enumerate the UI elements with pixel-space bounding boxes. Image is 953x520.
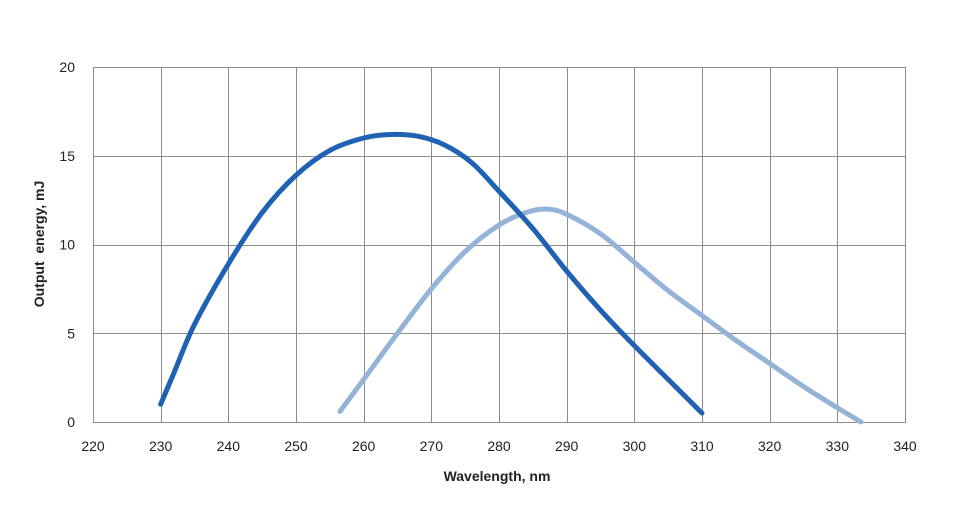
x-tick-label: 320: [758, 438, 782, 454]
y-tick-label: 5: [67, 325, 75, 341]
y-tick-label: 10: [59, 237, 75, 253]
x-tick-label: 220: [81, 438, 105, 454]
x-tick-label: 310: [690, 438, 714, 454]
x-tick-label: 330: [826, 438, 850, 454]
grid: [93, 67, 906, 423]
series-lines: [158, 131, 864, 425]
y-tick-label: 20: [59, 59, 75, 75]
x-tick-label: 270: [420, 438, 444, 454]
y-tick-label: 15: [59, 148, 75, 164]
y-axis-label: Output energy, mJ: [31, 181, 47, 308]
series-line-1: [158, 131, 705, 416]
x-tick-label: 290: [555, 438, 579, 454]
x-tick-label: 340: [893, 438, 917, 454]
x-tick-label: 250: [284, 438, 308, 454]
x-tick-labels: 220 230 240 250 260 270 280 290 300 310 320 330 340: [81, 438, 917, 454]
series-line-2: [337, 206, 864, 425]
x-tick-label: 230: [149, 438, 173, 454]
plot-frame: [93, 67, 906, 423]
x-axis-label: Wavelength, nm: [444, 468, 551, 484]
x-tick-label: 240: [217, 438, 241, 454]
x-tick-label: 280: [487, 438, 511, 454]
x-tick-label: 300: [623, 438, 647, 454]
y-tick-label: 0: [67, 414, 75, 430]
x-tick-label: 260: [352, 438, 376, 454]
y-tick-labels: 0 5 10 15 20: [59, 59, 75, 430]
